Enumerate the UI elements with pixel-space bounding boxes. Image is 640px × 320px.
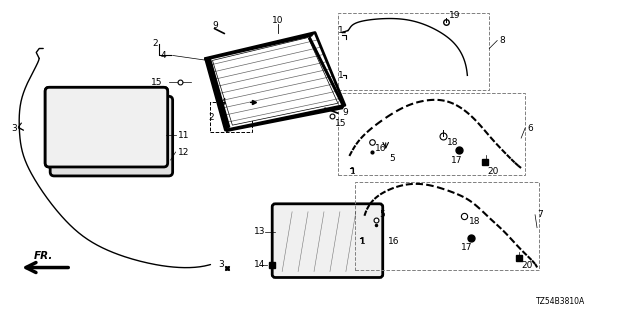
Text: 1: 1: [350, 167, 356, 176]
Text: FR.: FR.: [33, 251, 53, 260]
Text: 20: 20: [487, 167, 499, 176]
Text: 3: 3: [218, 260, 224, 269]
Text: 15: 15: [335, 119, 346, 128]
Text: 15: 15: [151, 78, 162, 87]
Text: 19: 19: [449, 11, 461, 20]
Text: 18: 18: [469, 217, 481, 226]
Text: 9: 9: [342, 108, 348, 117]
Text: 1: 1: [338, 26, 344, 35]
Text: 1: 1: [338, 71, 344, 80]
Text: 7: 7: [537, 210, 543, 219]
FancyBboxPatch shape: [45, 87, 168, 167]
Text: 9: 9: [212, 21, 218, 30]
Text: 14: 14: [254, 260, 265, 269]
Text: 13: 13: [253, 227, 265, 236]
Polygon shape: [225, 105, 345, 132]
Text: 5: 5: [390, 154, 396, 163]
Text: 16: 16: [375, 144, 387, 153]
Text: 4: 4: [220, 98, 226, 107]
Text: 18: 18: [447, 138, 459, 147]
Text: 2: 2: [153, 39, 158, 48]
Text: 5: 5: [380, 210, 385, 219]
FancyBboxPatch shape: [45, 87, 168, 167]
FancyBboxPatch shape: [50, 96, 173, 176]
Text: 12: 12: [178, 148, 189, 156]
Text: 8: 8: [499, 36, 505, 45]
Text: 17: 17: [461, 243, 473, 252]
Text: 3: 3: [12, 124, 17, 132]
Text: 2: 2: [209, 113, 214, 122]
Text: 10: 10: [272, 16, 284, 25]
Text: 6: 6: [527, 124, 533, 132]
Polygon shape: [212, 37, 338, 125]
Polygon shape: [205, 56, 230, 130]
Text: 1: 1: [360, 237, 365, 246]
Text: 11: 11: [178, 131, 189, 140]
Text: 16: 16: [388, 237, 399, 246]
Text: 4: 4: [161, 51, 166, 60]
Text: TZ54B3810A: TZ54B3810A: [536, 297, 586, 306]
FancyBboxPatch shape: [272, 204, 383, 277]
Text: 17: 17: [451, 156, 463, 164]
Text: 20: 20: [521, 261, 532, 270]
Polygon shape: [308, 36, 345, 108]
Polygon shape: [205, 33, 315, 60]
